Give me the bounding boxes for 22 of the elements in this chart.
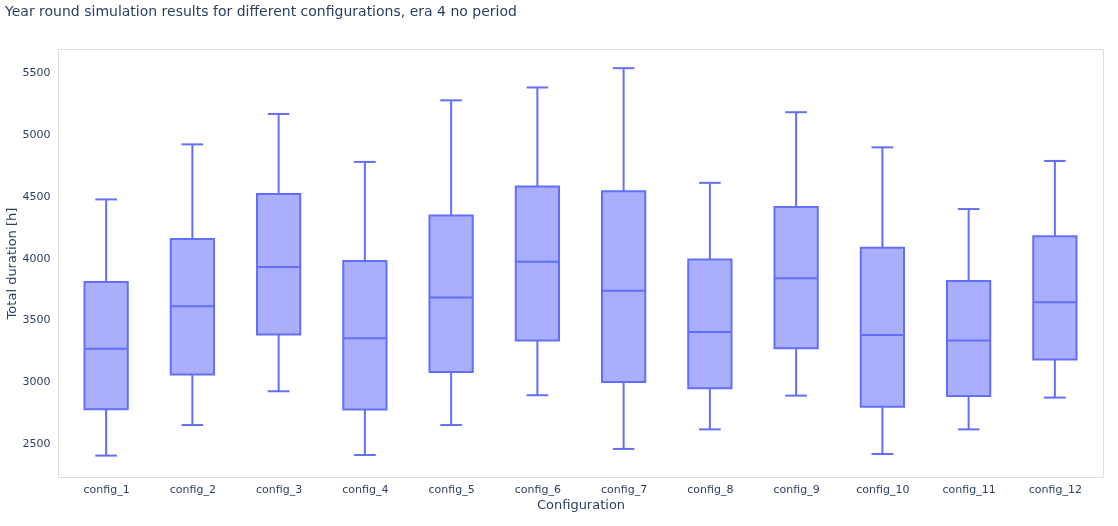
- chart-title: Year round simulation results for different configurations, era 4 no period: [4, 3, 517, 19]
- x-tick-label: config_6: [514, 482, 561, 496]
- x-tick-label: config_1: [83, 482, 130, 496]
- y-axis-title: Total duration [h]: [3, 207, 19, 321]
- x-tick-label: config_3: [256, 482, 303, 496]
- x-tick-label: config_11: [942, 482, 996, 496]
- y-tick-label: 2500: [22, 437, 51, 451]
- x-tick-label: config_7: [601, 482, 648, 496]
- x-tick-label: config_8: [687, 482, 734, 496]
- y-tick-label: 3500: [22, 313, 51, 327]
- x-tick-label: config_10: [856, 482, 910, 496]
- x-tick-label: config_2: [169, 482, 216, 496]
- y-tick-label: 5000: [22, 127, 51, 141]
- x-tick-label: config_4: [342, 482, 389, 496]
- y-tick-label: 4000: [22, 251, 51, 265]
- y-tick-label: 5500: [22, 66, 51, 79]
- x-tick-label: config_9: [773, 482, 820, 496]
- x-axis-title: Configuration: [536, 496, 626, 512]
- y-tick-label: 3000: [22, 375, 51, 389]
- x-tick-label: config_12: [1028, 482, 1082, 496]
- x-tick-label: config_5: [428, 482, 475, 496]
- y-tick-label: 4500: [22, 189, 51, 203]
